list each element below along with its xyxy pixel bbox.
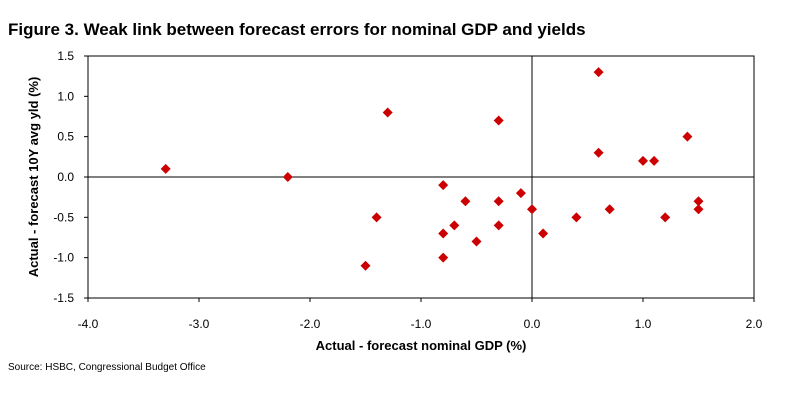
- data-points: [160, 67, 704, 271]
- x-tick-label: -3.0: [189, 317, 210, 331]
- data-point: [693, 196, 704, 207]
- y-axis-label: Actual - forecast 10Y avg yld (%): [26, 77, 41, 278]
- y-tick-label: 0.5: [57, 130, 74, 144]
- data-point: [638, 155, 648, 166]
- data-point: [660, 212, 671, 223]
- data-point: [682, 131, 693, 142]
- x-tick-label: -2.0: [300, 317, 321, 331]
- data-point: [371, 212, 382, 223]
- data-point: [538, 228, 549, 239]
- data-point: [593, 147, 604, 158]
- data-point: [460, 196, 471, 207]
- data-point: [515, 188, 526, 199]
- y-tick-label: -1.0: [53, 251, 74, 265]
- data-point: [493, 196, 504, 207]
- data-point: [493, 115, 504, 126]
- x-tick-label: -1.0: [411, 317, 432, 331]
- data-point: [438, 252, 449, 263]
- data-point: [438, 180, 449, 191]
- chart-title: Figure 3. Weak link between forecast err…: [8, 20, 586, 39]
- data-point: [471, 236, 482, 247]
- x-axis-label: Actual - forecast nominal GDP (%): [316, 338, 527, 353]
- data-point: [527, 204, 537, 215]
- source-note: Source: HSBC, Congressional Budget Offic…: [8, 362, 206, 373]
- ticks: -4.0 -3.0 -2.0 -1.0 0.0 1.0 2.0 1.5 1.0 0.5 0.0 -0.…: [53, 49, 762, 331]
- x-tick-label: 2.0: [746, 317, 763, 331]
- data-point: [693, 204, 704, 215]
- x-tick-label: 1.0: [635, 317, 652, 331]
- data-point: [604, 204, 615, 215]
- data-point: [571, 212, 582, 223]
- data-point: [649, 155, 660, 166]
- y-tick-label: 1.5: [57, 49, 74, 63]
- data-point: [160, 163, 171, 174]
- y-tick-label: -0.5: [53, 210, 74, 224]
- x-tick-label: 0.0: [524, 317, 541, 331]
- data-point: [493, 220, 504, 231]
- y-tick-label: -1.5: [53, 291, 74, 305]
- axes: [88, 56, 754, 298]
- data-point: [282, 172, 293, 182]
- data-point: [593, 67, 604, 78]
- data-point: [449, 220, 460, 231]
- x-tick-label: -4.0: [78, 317, 99, 331]
- data-point: [438, 228, 449, 239]
- data-point: [382, 107, 393, 118]
- y-tick-label: 0.0: [57, 170, 74, 184]
- data-point: [360, 260, 371, 271]
- y-tick-label: 1.0: [57, 89, 74, 103]
